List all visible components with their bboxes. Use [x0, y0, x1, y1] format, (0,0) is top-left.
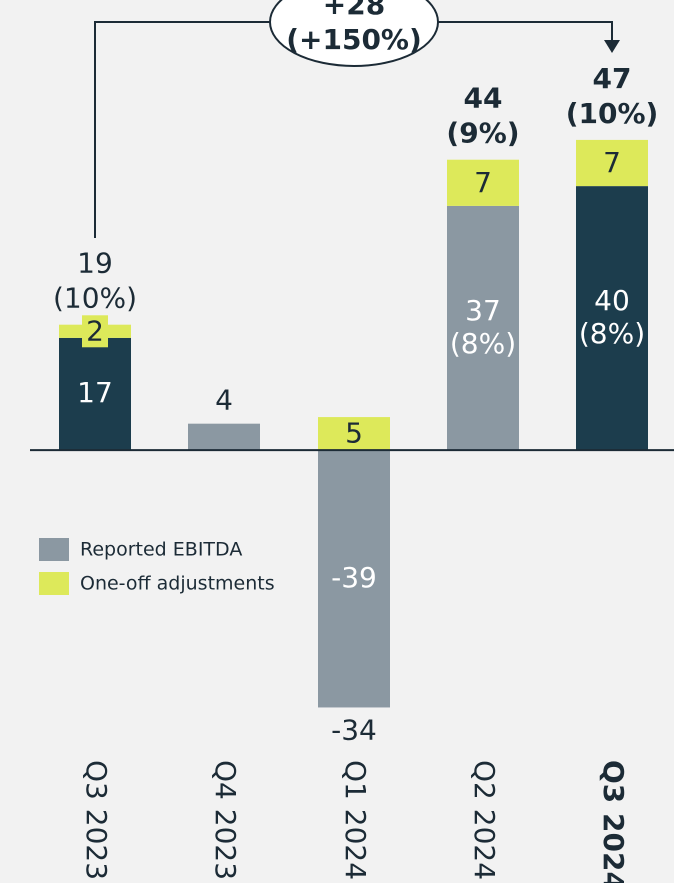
arrow-head: [604, 40, 620, 53]
total-label: -34: [331, 713, 377, 746]
legend-label: Reported EBITDA: [80, 539, 242, 561]
total-label: 47: [593, 62, 632, 95]
x-tick-label: Q2 2024: [468, 760, 501, 880]
segment-label: 40: [594, 284, 630, 317]
total-margin: (10%): [53, 282, 137, 315]
bar-segment: [318, 450, 390, 708]
legend-label: One-off adjustments: [80, 573, 275, 595]
x-tick-label: Q1 2024: [339, 760, 372, 880]
annotation-change: +28: [323, 0, 385, 21]
legend-swatch: [39, 538, 69, 561]
legend-swatch: [39, 572, 69, 595]
total-label: 4: [215, 384, 233, 417]
bar-segment: [318, 417, 390, 451]
bar-segment: [447, 205, 519, 451]
bar-segment: [59, 337, 131, 451]
segment-label: -39: [331, 561, 377, 594]
segment-label: 2: [86, 314, 104, 347]
total-label: 19: [77, 247, 113, 280]
total-margin: (10%): [566, 97, 659, 130]
bracket-left: [94, 21, 272, 238]
total-label: 44: [464, 82, 503, 115]
segment-label: 7: [603, 146, 621, 179]
segment-margin: (8%): [450, 327, 516, 360]
x-tick-label: Q3 2023: [80, 760, 113, 880]
x-tick-label: Q4 2023: [209, 760, 242, 880]
segment-label: 37: [465, 294, 501, 327]
bar-segment: [576, 186, 648, 451]
total-margin: (9%): [446, 117, 519, 150]
segment-label: 7: [474, 166, 492, 199]
annotation-change-pct: (+150%): [286, 23, 422, 56]
annotation: +28 (+150%): [94, 0, 620, 238]
x-tick-label: Q3 2024: [597, 760, 630, 883]
bar-segment: [188, 423, 260, 451]
bar-segment: [576, 139, 648, 187]
segment-label: 17: [77, 376, 113, 409]
segment-margin: (8%): [579, 317, 645, 350]
bar-segment: [447, 159, 519, 206]
bracket-right: [436, 21, 613, 42]
annotation-bubble: [269, 0, 439, 67]
label-background: [82, 315, 108, 348]
segment-label: 5: [345, 417, 363, 450]
